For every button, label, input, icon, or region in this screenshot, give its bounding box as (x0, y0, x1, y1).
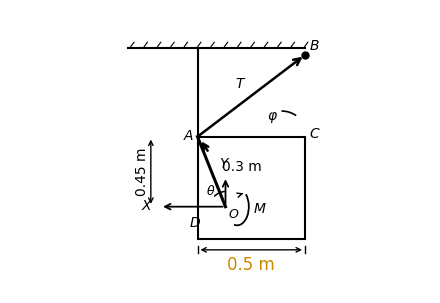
Text: X: X (141, 198, 151, 212)
Text: A: A (183, 128, 193, 142)
Text: φ: φ (268, 109, 277, 123)
Text: T: T (235, 77, 244, 91)
Text: 0.45 m: 0.45 m (135, 148, 149, 196)
Text: θ: θ (206, 185, 214, 198)
Text: B: B (309, 39, 319, 53)
Bar (198, 137, 305, 239)
Text: C: C (309, 127, 319, 142)
Text: O: O (229, 208, 239, 221)
Text: 0.5 m: 0.5 m (227, 256, 275, 274)
Text: D: D (190, 216, 201, 230)
Text: Y: Y (219, 157, 227, 171)
Text: M: M (253, 202, 265, 216)
Text: 0.3 m: 0.3 m (222, 160, 262, 174)
